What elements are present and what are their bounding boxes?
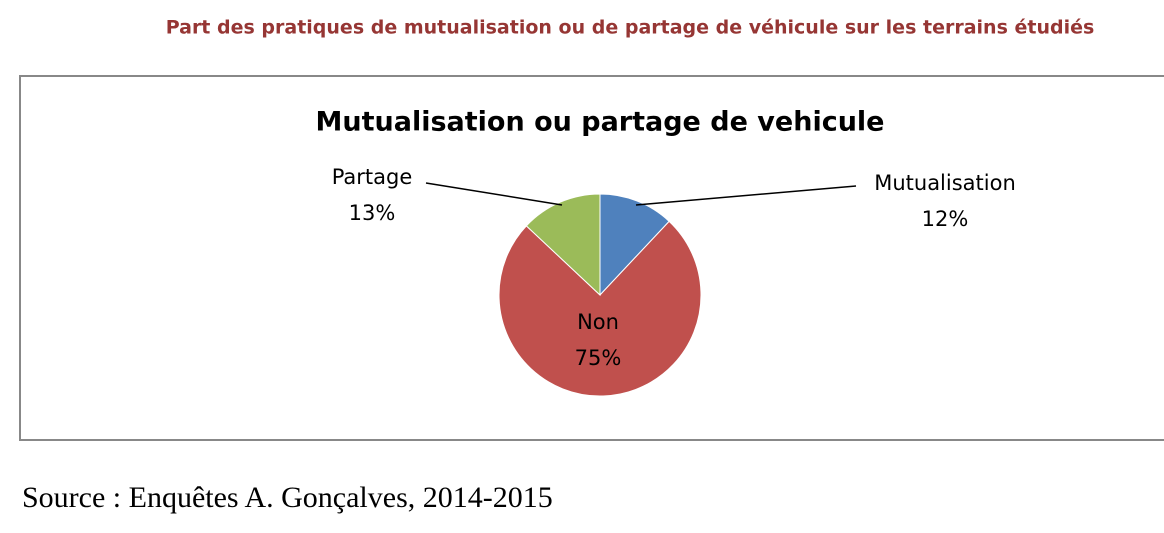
pie-slice: [599, 193, 670, 297]
leader-line: [425, 182, 563, 206]
leader-line: [635, 185, 857, 206]
page-heading: Part des pratiques de mutualisation ou d…: [166, 17, 1095, 39]
source: Source : Enquêtes A. Gonçalves, 2014-201…: [22, 481, 553, 514]
slice-category-label: Non: [577, 310, 619, 334]
slice-value-label: 12%: [922, 207, 969, 231]
pie-slice: [525, 193, 601, 297]
slice-category-label: Mutualisation: [874, 171, 1016, 195]
slice-value-label: 13%: [349, 201, 396, 225]
chart-title: Mutualisation ou partage de vehicule: [316, 107, 885, 138]
pie-slice: [498, 220, 702, 397]
slice-value-label: 75%: [575, 346, 622, 370]
slice-category-label: Partage: [332, 165, 413, 189]
